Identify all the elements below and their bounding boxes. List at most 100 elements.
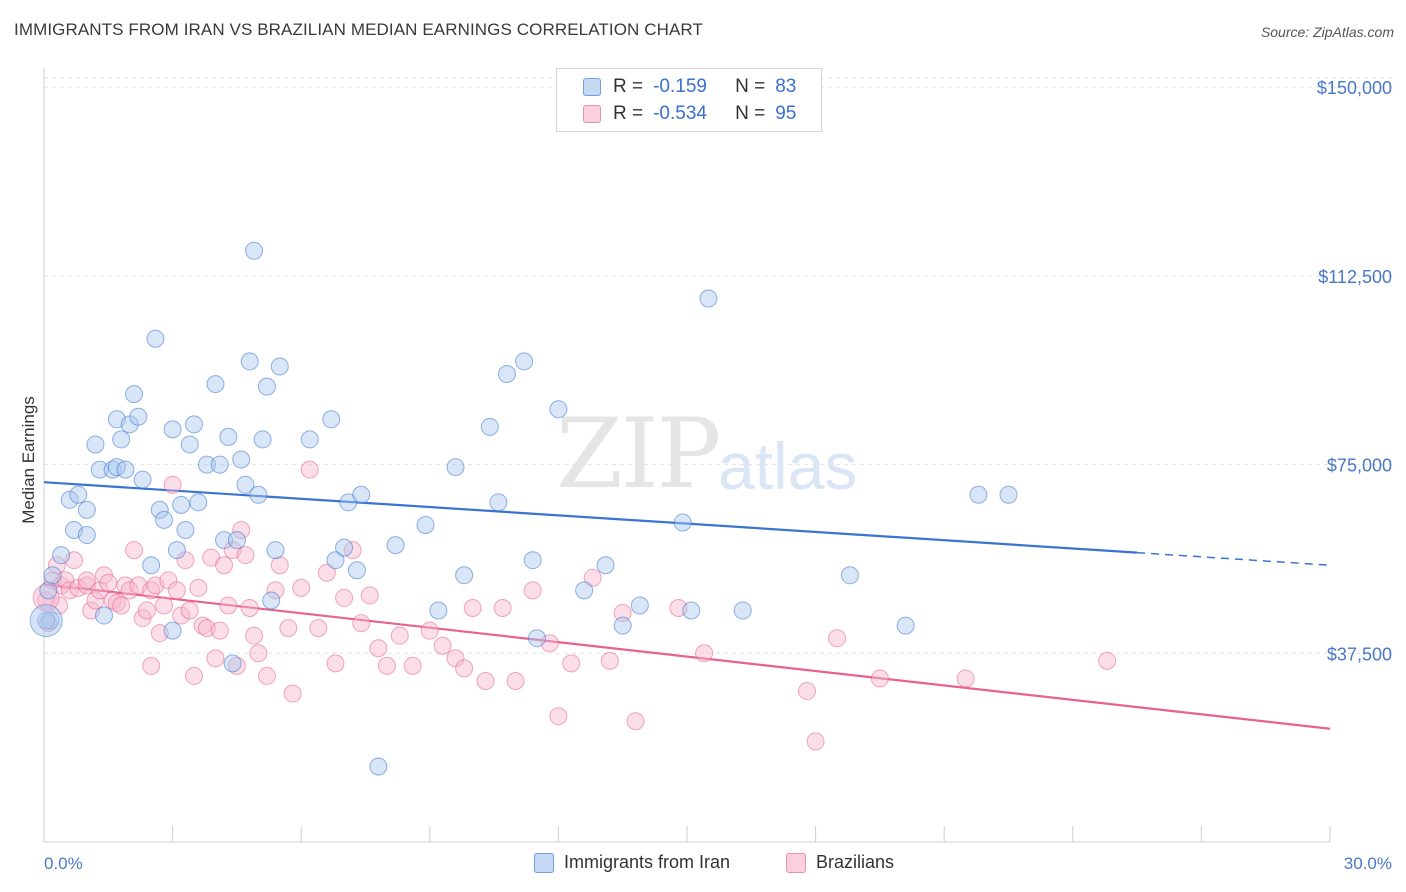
legend-swatch-brazil bbox=[583, 105, 601, 123]
legend-item-brazil: Brazilians bbox=[786, 852, 894, 873]
data-point-iran bbox=[446, 458, 465, 477]
legend-row-brazil: R = -0.534 N = 95 bbox=[583, 102, 796, 126]
data-point-iran bbox=[549, 400, 568, 419]
data-point-iran bbox=[189, 493, 208, 512]
data-point-iran bbox=[163, 621, 182, 640]
chart-source: Source: ZipAtlas.com bbox=[1260, 24, 1394, 40]
data-point-iran bbox=[185, 415, 204, 434]
data-point-brazilians bbox=[279, 619, 298, 638]
data-point-brazilians bbox=[369, 639, 388, 658]
data-point-iran bbox=[262, 591, 281, 610]
data-point-iran bbox=[86, 435, 105, 454]
data-point-brazilians bbox=[613, 604, 632, 623]
data-point-brazilians bbox=[249, 644, 268, 663]
legend-swatch-iran bbox=[534, 852, 554, 873]
data-point-brazilians bbox=[180, 601, 199, 620]
data-point-iran bbox=[129, 407, 148, 426]
data-point-iran bbox=[219, 427, 238, 446]
data-point-iran bbox=[480, 417, 499, 436]
data-point-iran bbox=[326, 551, 345, 570]
data-point-iran bbox=[347, 561, 366, 580]
data-point-iran bbox=[253, 430, 272, 449]
legend-r-label: R = bbox=[613, 103, 644, 124]
data-point-iran bbox=[77, 526, 96, 545]
watermark-zip: ZIP bbox=[556, 398, 721, 510]
data-point-iran bbox=[266, 541, 285, 560]
data-point-brazilians bbox=[360, 586, 379, 605]
data-point-brazilians bbox=[120, 581, 139, 600]
data-point-brazilians bbox=[206, 649, 225, 668]
legend-r-value: -0.534 bbox=[653, 103, 707, 124]
data-point-iran bbox=[270, 357, 289, 376]
data-point-iran bbox=[167, 541, 186, 560]
y-tick-label: $150,000 bbox=[1317, 78, 1392, 98]
data-point-brazilians bbox=[317, 563, 336, 582]
data-point-brazilians bbox=[377, 656, 396, 675]
data-point-iran bbox=[90, 460, 109, 479]
data-point-brazilians bbox=[112, 596, 131, 615]
data-point-brazilians bbox=[142, 656, 161, 675]
y-tick-label: $37,500 bbox=[1327, 644, 1392, 664]
data-point-iran bbox=[77, 500, 96, 519]
data-point-iran bbox=[416, 515, 435, 534]
data-point-iran bbox=[52, 546, 71, 565]
tick-labels: $37,500 $75,000 $112,500 $150,000 0.0% 30.0% M… bbox=[19, 78, 1392, 873]
data-point-iran bbox=[146, 329, 165, 348]
data-point-iran bbox=[523, 551, 542, 570]
data-point-brazilians bbox=[870, 669, 889, 688]
iran-points bbox=[29, 241, 1018, 776]
data-point-iran bbox=[176, 521, 195, 539]
legend-r-label: R = bbox=[613, 76, 644, 97]
data-point-iran bbox=[733, 601, 752, 620]
legend-n-label: N = bbox=[735, 76, 766, 97]
axes bbox=[43, 68, 1331, 843]
legend-item-iran: Immigrants from Iran bbox=[534, 852, 730, 873]
data-point-brazilians bbox=[283, 684, 302, 703]
y-axis-label: Median Earnings bbox=[19, 396, 38, 524]
data-point-iran bbox=[112, 430, 131, 449]
legend-swatch-iran bbox=[583, 78, 601, 96]
data-point-brazilians bbox=[292, 578, 311, 597]
data-point-brazilians bbox=[600, 651, 619, 670]
data-point-brazilians bbox=[476, 671, 495, 690]
data-point-iran bbox=[163, 420, 182, 439]
data-point-brazilians bbox=[266, 581, 285, 600]
brazilians-points bbox=[32, 460, 1117, 751]
data-point-brazilians bbox=[506, 671, 525, 690]
data-point-brazilians bbox=[352, 614, 371, 633]
data-point-iran bbox=[29, 604, 63, 638]
data-point-iran bbox=[223, 654, 242, 673]
data-point-iran bbox=[335, 538, 354, 557]
data-point-brazilians bbox=[210, 621, 229, 640]
data-point-brazilians bbox=[390, 626, 409, 645]
data-point-brazilians bbox=[956, 669, 975, 688]
x-tick-label: 0.0% bbox=[44, 854, 83, 873]
chart-title: IMMIGRANTS FROM IRAN VS BRAZILIAN MEDIAN… bbox=[14, 20, 703, 39]
data-point-iran bbox=[43, 566, 62, 585]
data-point-brazilians bbox=[245, 626, 264, 645]
data-point-brazilians bbox=[403, 656, 422, 675]
data-point-iran bbox=[180, 435, 199, 454]
data-point-iran bbox=[969, 485, 988, 504]
data-point-brazilians bbox=[335, 588, 354, 607]
data-point-iran bbox=[227, 531, 246, 550]
data-point-iran bbox=[999, 485, 1018, 504]
data-point-brazilians bbox=[232, 521, 251, 539]
data-point-brazilians bbox=[828, 629, 847, 648]
data-point-brazilians bbox=[185, 666, 204, 685]
data-point-brazilians bbox=[99, 573, 118, 592]
data-point-brazilians bbox=[562, 654, 581, 673]
data-point-brazilians bbox=[798, 682, 817, 701]
legend-swatch-brazil bbox=[786, 852, 806, 873]
data-point-brazilians bbox=[523, 581, 542, 600]
trend-line-iran-extension bbox=[1137, 551, 1331, 566]
watermark-atlas: atlas bbox=[718, 429, 858, 503]
data-point-iran bbox=[352, 485, 371, 504]
data-point-brazilians bbox=[583, 568, 602, 587]
trend-line-iran bbox=[43, 481, 1138, 554]
data-point-iran bbox=[630, 596, 649, 615]
data-point-brazilians bbox=[172, 606, 191, 625]
data-point-iran bbox=[150, 500, 169, 519]
data-point-iran bbox=[575, 581, 594, 600]
data-point-brazilians bbox=[433, 636, 452, 655]
